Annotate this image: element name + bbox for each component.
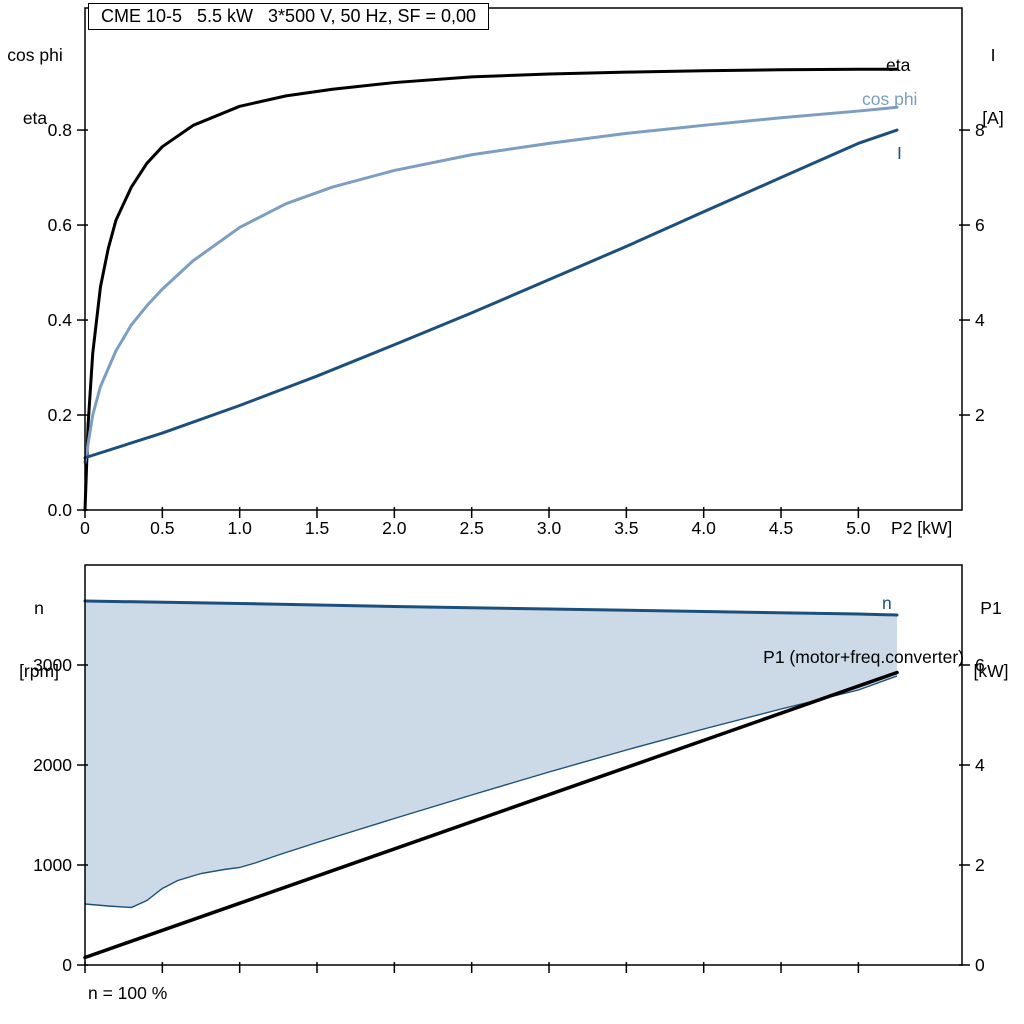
y-tick-label-left: 3000 <box>33 655 72 675</box>
x-tick-label: 1.0 <box>228 518 253 538</box>
upper-left-axis-title-line2: eta <box>22 108 48 128</box>
plot-border <box>84 7 963 511</box>
y-tick-label-right: 4 <box>975 755 985 775</box>
upper-right-axis-title: I [A] <box>966 3 1020 171</box>
x-tick-label: 0 <box>80 518 90 538</box>
upper-left-axis-title-line1: cos phi <box>7 45 63 65</box>
y-tick-label-right: 4 <box>975 310 985 330</box>
x-tick-label: 1.5 <box>305 518 329 538</box>
x-tick-label: 2.0 <box>382 518 407 538</box>
x-tick-label: 4.5 <box>769 518 793 538</box>
y-tick-label-left: 0.6 <box>48 215 72 235</box>
band-lower-edge <box>84 675 898 909</box>
footnote-n-100: n = 100 % <box>88 983 168 1003</box>
curve-label-p1: P1 (motor+freq.converter) <box>763 647 964 667</box>
upper-chart-canvas: 0 0.5 1.0 1.5 2.0 2.5 3.0 3.5 4.0 4.5 5.0 0.0 0.2 0.4… <box>48 7 985 538</box>
x-tick-label: 2.5 <box>460 518 484 538</box>
chart-title-box: CME 10-5 5.5 kW 3*500 V, 50 Hz, SF = 0,0… <box>88 3 490 30</box>
curve-label-n: n <box>882 593 892 613</box>
y-tick-label-right: 6 <box>975 215 985 235</box>
lower-right-axis-title-line1: P1 <box>980 598 1002 618</box>
lower-right-axis-title: P1 [kW] <box>962 556 1020 724</box>
curve-label-current: I <box>897 143 902 163</box>
x-tick-label: 4.0 <box>692 518 717 538</box>
y-tick-label-right: 2 <box>975 405 985 425</box>
curve-eta <box>83 67 899 512</box>
x-tick-label: 3.0 <box>537 518 562 538</box>
x-tick-label: 5.0 <box>846 518 871 538</box>
y-tick-label-left: 0.2 <box>48 405 72 425</box>
y-tick-label-left: 0.8 <box>48 120 72 140</box>
curve-i <box>83 128 899 460</box>
y-tick-label-left: 0.4 <box>48 310 73 330</box>
y-tick-label-right: 8 <box>975 120 985 140</box>
x-tick-label: 3.5 <box>614 518 638 538</box>
lower-chart-canvas: 0 1000 2000 3000 0 2 4 6 <box>33 564 985 975</box>
y-tick-label-right: 6 <box>975 655 985 675</box>
curve-p1-motor-freq-converter- <box>83 670 899 960</box>
y-tick-label-left: 0 <box>62 955 72 975</box>
y-tick-label-right: 2 <box>975 855 985 875</box>
y-tick-label-right: 0 <box>975 955 985 975</box>
lower-left-axis-title-line1: n <box>34 598 44 618</box>
upper-x-axis-label: P2 [kW] <box>891 518 953 538</box>
lower-right-axis-title-line2: [kW] <box>973 661 1009 681</box>
x-tick-label: 0.5 <box>150 518 174 538</box>
lower-left-axis-title-line2: [rpm] <box>19 661 59 681</box>
curve-cos-phi <box>83 105 899 465</box>
lower-left-axis-title: n [rpm] <box>8 556 70 724</box>
y-tick-label-left: 0.0 <box>48 500 73 520</box>
upper-right-axis-title-line1: I <box>990 45 996 65</box>
curve-n <box>83 599 899 617</box>
upper-right-axis-title-line2: [A] <box>982 108 1004 128</box>
shaded-band <box>85 601 898 908</box>
curve-label-eta: eta <box>886 55 911 75</box>
curve-label-cos-phi: cos phi <box>862 89 918 109</box>
y-tick-label-left: 1000 <box>33 855 72 875</box>
y-tick-label-left: 2000 <box>33 755 72 775</box>
upper-left-axis-title: cos phi eta <box>2 3 68 171</box>
